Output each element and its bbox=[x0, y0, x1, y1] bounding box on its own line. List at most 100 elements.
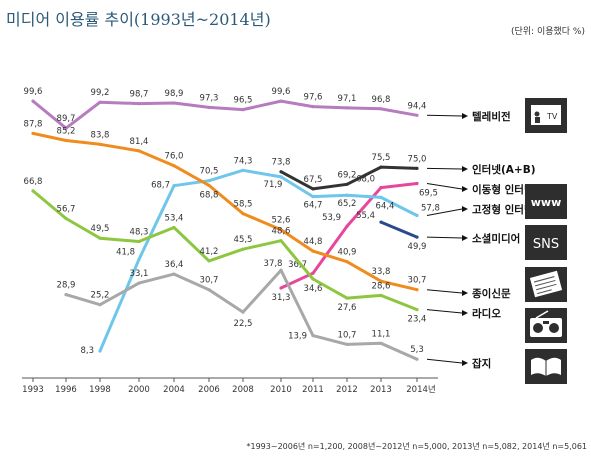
data-point-mobile bbox=[379, 186, 383, 190]
legend-label-tv: 텔레비전 bbox=[472, 110, 511, 123]
legend-arrow-sns bbox=[426, 236, 463, 239]
x-tick-label: 1996 bbox=[55, 385, 77, 395]
sns-icon-label: SNS bbox=[533, 237, 559, 252]
series-fixed: 8,3 41,8 68,7 70,5 74,3 71,9 64,7 65,2 64,4 57,8 bbox=[80, 156, 439, 356]
legend-label-magazine: 잡지 bbox=[472, 357, 491, 370]
tv-icon-label: TV bbox=[546, 112, 558, 121]
data-label-tv: 99,6 bbox=[272, 87, 291, 97]
x-tick-label: 1998 bbox=[89, 385, 111, 395]
data-label-fixed: 64,7 bbox=[304, 201, 323, 211]
data-point-tv bbox=[64, 126, 68, 130]
x-tick-label: 2012 bbox=[336, 385, 358, 395]
data-point-internet bbox=[379, 165, 383, 169]
data-label-newspaper: 87,8 bbox=[24, 119, 43, 129]
unit-note: (단위: 이용했다 %) bbox=[510, 27, 585, 37]
data-point-internet bbox=[279, 170, 283, 174]
series-line-radio bbox=[32, 189, 418, 311]
data-label-newspaper: 30,7 bbox=[408, 276, 427, 286]
series-line-fixed bbox=[98, 168, 418, 352]
data-point-sns bbox=[379, 220, 383, 224]
x-tick-label: 2008 bbox=[232, 385, 254, 395]
legend-label-radio: 라디오 bbox=[472, 307, 501, 320]
data-label-newspaper: 83,8 bbox=[91, 130, 110, 140]
data-point-magazine bbox=[137, 281, 141, 285]
data-label-magazine: 22,5 bbox=[234, 319, 253, 329]
data-label-tv: 99,6 bbox=[24, 87, 43, 97]
legend-arrow-internet bbox=[426, 167, 463, 170]
data-point-radio bbox=[379, 293, 383, 297]
data-label-radio: 34,6 bbox=[304, 284, 323, 294]
legend-arrowhead-magazine bbox=[462, 360, 468, 366]
legend-item-internet: 인터넷(A+B) bbox=[426, 163, 536, 176]
data-label-tv: 96,8 bbox=[372, 95, 391, 105]
data-point-newspaper bbox=[311, 249, 315, 253]
data-point-radio bbox=[345, 296, 349, 300]
data-point-magazine bbox=[345, 342, 349, 346]
data-point-fixed bbox=[241, 168, 245, 172]
series-newspaper: 87,8 85,2 83,8 81,4 76,0 68,8 58,5 52,6 44,8 40,9… bbox=[24, 119, 427, 292]
legend-arrow-tv bbox=[426, 114, 463, 117]
footnote: *1993~2006년 n=1,200, 2008년~2012년 n=5,000… bbox=[246, 442, 588, 451]
data-label-sns: 49,9 bbox=[408, 242, 427, 252]
data-point-radio bbox=[207, 259, 211, 263]
data-label-internet: 67,5 bbox=[304, 175, 323, 185]
series-internet: 73,8 67,5 69,2 75,5 75,0 bbox=[272, 153, 426, 191]
data-label-tv: 94,4 bbox=[408, 101, 427, 111]
data-point-radio bbox=[311, 277, 315, 281]
x-tick-label: 2004 bbox=[163, 385, 185, 395]
legend-label-sns: 소셜미디어 bbox=[472, 232, 520, 245]
data-point-magazine bbox=[241, 310, 245, 314]
x-axis-ticks: 1993 1996 1998 2000 2004 2006 2008 2010 2011 2012… bbox=[22, 378, 436, 395]
web-icon-label: www bbox=[531, 196, 562, 209]
legend-arrow-magazine bbox=[426, 358, 463, 364]
legend-label-internet: 인터넷(A+B) bbox=[472, 163, 536, 176]
data-label-magazine: 25,2 bbox=[91, 291, 110, 301]
data-label-tv: 98,9 bbox=[165, 89, 184, 99]
data-label-radio: 56,7 bbox=[57, 205, 76, 215]
data-point-newspaper bbox=[415, 288, 419, 292]
x-tick-label: 2010 bbox=[270, 385, 292, 395]
data-label-newspaper: 52,6 bbox=[272, 216, 291, 226]
data-label-tv: 99,2 bbox=[91, 88, 110, 98]
data-point-internet bbox=[415, 166, 419, 170]
legend-arrowhead-fixed bbox=[462, 206, 468, 212]
data-label-tv: 98,7 bbox=[130, 90, 149, 100]
data-point-radio bbox=[64, 216, 68, 221]
data-point-fixed bbox=[207, 179, 211, 183]
data-point-tv bbox=[172, 101, 176, 105]
data-point-magazine bbox=[172, 272, 176, 276]
radio-icon bbox=[525, 308, 567, 343]
x-tick-label: 2011 bbox=[302, 385, 324, 395]
legend-arrowhead-internet bbox=[462, 166, 468, 172]
data-label-radio: 53,4 bbox=[165, 214, 184, 224]
data-label-fixed: 68,7 bbox=[151, 181, 170, 191]
data-point-tv bbox=[379, 107, 383, 111]
data-label-newspaper: 44,8 bbox=[304, 237, 323, 247]
data-label-radio: 48,3 bbox=[130, 228, 149, 238]
data-label-newspaper: 81,4 bbox=[130, 137, 149, 147]
data-point-mobile bbox=[345, 224, 349, 228]
data-label-fixed: 8,3 bbox=[80, 346, 94, 356]
data-label-fixed: 74,3 bbox=[234, 156, 253, 166]
series-mobile: 31,3 36,7 53,9 68,0 69,5 bbox=[272, 175, 438, 303]
data-label-tv: 89,7 bbox=[57, 114, 76, 124]
series-radio: 66,8 56,7 49,5 48,3 53,4 41,2 45,5 48,6 34,6 27,6… bbox=[24, 177, 427, 325]
sns-icon: SNS bbox=[525, 225, 567, 260]
data-point-tv bbox=[31, 99, 35, 103]
data-label-magazine: 13,9 bbox=[288, 332, 307, 342]
data-label-mobile: 53,9 bbox=[322, 213, 341, 223]
data-label-radio: 48,6 bbox=[272, 227, 291, 237]
legend-arrow-radio bbox=[426, 309, 463, 314]
data-point-tv bbox=[98, 100, 102, 104]
data-label-tv: 97,3 bbox=[200, 93, 219, 103]
data-point-radio bbox=[415, 308, 419, 312]
data-point-radio bbox=[31, 189, 35, 193]
web-icon: www bbox=[525, 184, 567, 219]
data-point-tv bbox=[207, 105, 211, 109]
data-point-tv bbox=[415, 113, 419, 117]
data-point-sns bbox=[415, 235, 419, 239]
data-point-tv bbox=[345, 106, 349, 110]
data-label-mobile: 36,7 bbox=[288, 260, 307, 270]
data-point-tv bbox=[137, 102, 141, 106]
